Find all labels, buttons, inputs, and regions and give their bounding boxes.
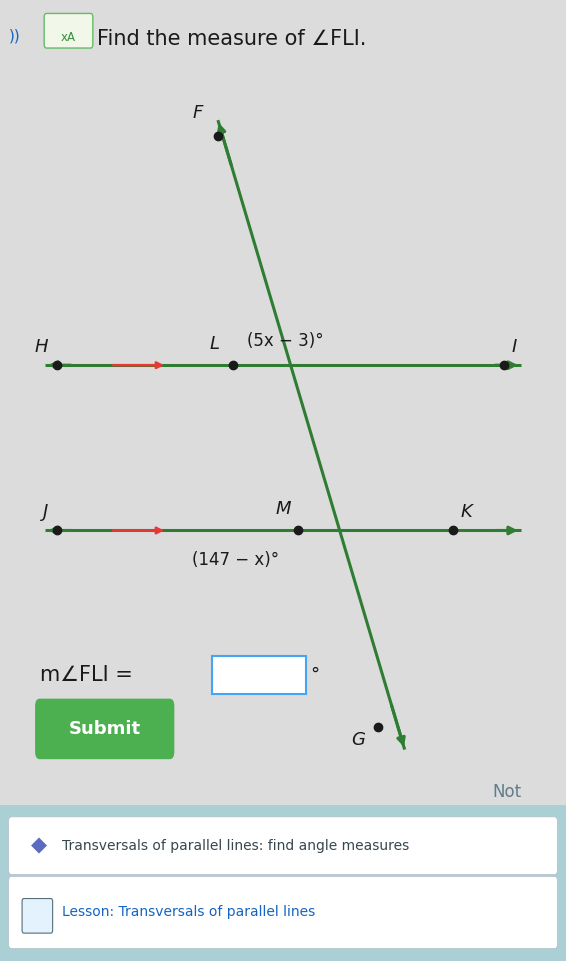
Text: (147 − x)°: (147 − x)° xyxy=(192,551,280,569)
Text: F: F xyxy=(193,104,203,122)
FancyBboxPatch shape xyxy=(8,817,558,875)
FancyBboxPatch shape xyxy=(0,805,566,961)
Text: (5x − 3)°: (5x − 3)° xyxy=(247,332,324,350)
Text: Transversals of parallel lines: find angle measures: Transversals of parallel lines: find ang… xyxy=(62,839,410,852)
Text: Find the measure of ∠FLI.: Find the measure of ∠FLI. xyxy=(97,29,367,49)
Text: G: G xyxy=(351,731,366,750)
Text: J: J xyxy=(43,503,48,521)
FancyBboxPatch shape xyxy=(35,699,174,759)
Text: xA: xA xyxy=(61,31,76,44)
FancyBboxPatch shape xyxy=(8,876,558,949)
Text: Not: Not xyxy=(492,783,521,801)
Text: °: ° xyxy=(310,666,319,683)
Text: K: K xyxy=(460,503,472,521)
Text: )): )) xyxy=(8,29,20,44)
FancyBboxPatch shape xyxy=(22,899,53,933)
Text: H: H xyxy=(35,337,48,356)
Text: L: L xyxy=(209,334,219,353)
Text: ◆: ◆ xyxy=(31,836,46,855)
Text: Submit: Submit xyxy=(68,720,141,738)
Text: m∠FLI =: m∠FLI = xyxy=(40,665,139,684)
FancyBboxPatch shape xyxy=(44,13,93,48)
Text: I: I xyxy=(511,337,516,356)
Text: Lesson: Transversals of parallel lines: Lesson: Transversals of parallel lines xyxy=(62,905,315,919)
FancyBboxPatch shape xyxy=(212,656,306,694)
Text: M: M xyxy=(276,500,291,518)
